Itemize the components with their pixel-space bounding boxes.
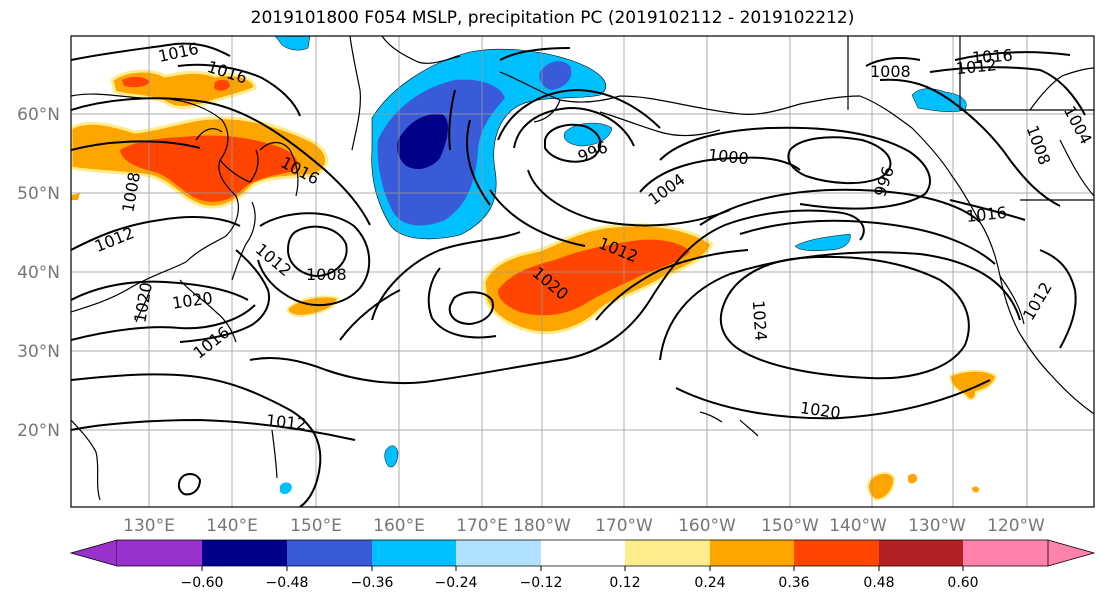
colorbar-segment (794, 540, 879, 566)
isobar-label: 1008 (306, 265, 347, 284)
positive-precip-shading (71, 69, 998, 502)
isobar-label: 1000 (707, 145, 749, 168)
lat-label: 30°N (17, 342, 60, 362)
lon-label: 150°E (290, 516, 342, 536)
negative-precip-shading (274, 36, 967, 495)
colorbar-tick-label: −0.24 (435, 575, 478, 591)
lon-label: 140°W (829, 516, 887, 536)
colorbar-tick-label: −0.48 (266, 575, 309, 591)
map-frame (70, 35, 1095, 508)
colorbar-segment (963, 540, 1048, 566)
isobar-label: 1016 (965, 203, 1007, 226)
lon-label: 170°E (456, 516, 508, 536)
lon-label: 120°W (987, 516, 1045, 536)
colorbar: −0.60 −0.48 −0.36 −0.24 −0.12 0.12 0.24 … (69, 539, 1096, 591)
colorbar-tick-label: 0.60 (947, 575, 978, 591)
lon-label: 150°W (761, 516, 819, 536)
lon-label: 170°W (595, 516, 653, 536)
colorbar-segment (456, 540, 541, 566)
colorbar-segment (287, 540, 372, 566)
isobar-label: 1008 (870, 62, 911, 81)
isobar-label: 1016 (971, 46, 1013, 68)
longitude-labels: 130°E 140°E 150°E 160°E 170°E 180°W 170°… (123, 516, 1045, 536)
isobar-label: 1024 (749, 300, 771, 342)
isobars (71, 42, 1086, 507)
colorbar-segment (202, 540, 287, 566)
lon-label: 160°E (373, 516, 425, 536)
lon-label: 130°E (123, 516, 175, 536)
lon-label: 140°E (206, 516, 258, 536)
lon-label: 180°W (513, 516, 571, 536)
lon-label: 160°W (678, 516, 736, 536)
lat-label: 60°N (17, 105, 60, 125)
colorbar-tick-label: 0.12 (609, 575, 640, 591)
colorbar-tick-label: −0.60 (181, 575, 224, 591)
lat-label: 20°N (17, 421, 60, 441)
colorbar-segment (625, 540, 710, 566)
colorbar-segment (879, 540, 963, 566)
map-title: 2019101800 F054 MSLP, precipitation PC (… (250, 8, 855, 28)
lon-label: 130°W (908, 516, 966, 536)
isobar-label: 1012 (265, 411, 307, 434)
colorbar-extend-max (1047, 539, 1096, 567)
colorbar-extend-min (69, 539, 118, 567)
colorbar-tick-label: −0.12 (520, 575, 563, 591)
colorbar-tick-label: 0.36 (778, 575, 809, 591)
colorbar-segment (117, 540, 202, 566)
lat-label: 40°N (17, 263, 60, 283)
colorbar-tick-label: 0.48 (863, 575, 894, 591)
colorbar-segment (710, 540, 794, 566)
colorbar-segment (372, 540, 456, 566)
latitude-labels: 60°N 50°N 40°N 30°N 20°N (17, 105, 60, 441)
lat-label: 50°N (17, 184, 60, 204)
colorbar-tick-label: −0.36 (351, 575, 394, 591)
isobar-label: 1012 (955, 55, 997, 78)
colorbar-tick-label: 0.24 (694, 575, 725, 591)
colorbar-segment (541, 540, 625, 566)
